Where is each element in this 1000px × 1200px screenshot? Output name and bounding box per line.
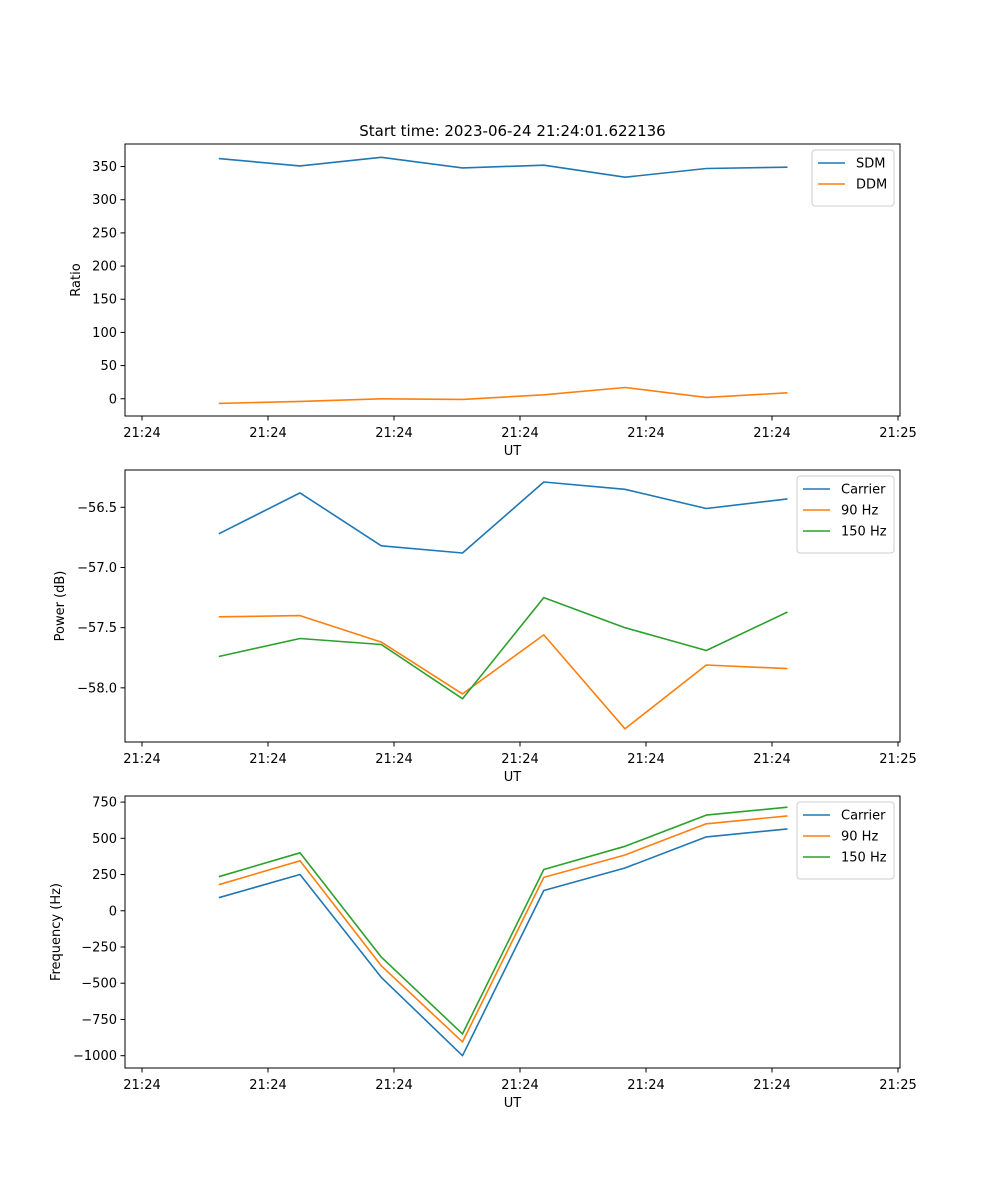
legend-box — [811, 149, 895, 207]
x-tick-label: 21:24 — [627, 1078, 664, 1093]
x-tick-label: 21:24 — [249, 752, 286, 767]
x-axis-label: UT — [504, 770, 522, 785]
y-tick-label: 300 — [92, 193, 117, 208]
x-tick-label: 21:24 — [123, 752, 160, 767]
x-tick-label: 21:24 — [753, 752, 790, 767]
x-tick-label: 21:24 — [753, 426, 790, 441]
x-tick-label: 21:25 — [879, 426, 916, 441]
legend-label: DDM — [856, 178, 887, 193]
figure-title: Start time: 2023-06-24 21:24:01.622136 — [359, 122, 665, 140]
y-tick-label: −750 — [81, 1013, 117, 1028]
legend-box — [796, 475, 895, 554]
x-tick-label: 21:24 — [501, 752, 538, 767]
y-axis-label: Frequency (Hz) — [49, 883, 64, 981]
chart-panel-1: 21:24 21:24 21:24 21:24 21:24 21:24 21:25 0 50 10… — [69, 143, 917, 459]
x-tick-label: 21:24 — [627, 426, 664, 441]
x-tick-label: 21:24 — [753, 1078, 790, 1093]
chart-panel-3: 21:24 21:24 21:24 21:24 21:24 21:24 21:25 750 50… — [49, 795, 917, 1111]
y-tick-label: 350 — [92, 160, 117, 175]
series-line-ddm — [218, 386, 788, 405]
legend-label: 150 Hz — [841, 525, 887, 540]
legend-box — [796, 801, 895, 880]
legend-label: SDM — [856, 157, 885, 172]
axes-frame — [124, 795, 901, 1069]
x-tick-label: 21:24 — [249, 426, 286, 441]
axes-frame — [124, 143, 901, 417]
x-axis-label: UT — [504, 444, 522, 459]
series-line-150-hz — [218, 596, 788, 700]
x-tick-label: 21:25 — [879, 1078, 916, 1093]
x-tick-label: 21:24 — [123, 426, 160, 441]
x-axis-label: UT — [504, 1096, 522, 1111]
axes-frame — [124, 469, 901, 743]
y-tick-label: 50 — [100, 359, 117, 374]
y-tick-label: 250 — [92, 226, 117, 241]
legend: SDM DDM — [811, 149, 895, 207]
series-line-carrier — [218, 828, 788, 1057]
chart-panel-2: 21:24 21:24 21:24 21:24 21:24 21:24 21:25 −56.5… — [53, 469, 917, 785]
y-axis-label: Power (dB) — [53, 571, 68, 642]
legend: Carrier 90 Hz 150 Hz — [796, 801, 895, 880]
y-axis-label: Ratio — [69, 263, 84, 296]
x-tick-label: 21:24 — [627, 752, 664, 767]
series-line-90-hz — [218, 815, 788, 1043]
series-line-90-hz — [218, 614, 788, 730]
x-tick-label: 21:24 — [375, 426, 412, 441]
legend-label: 90 Hz — [841, 830, 878, 845]
y-tick-label: 250 — [92, 868, 117, 883]
x-tick-label: 21:24 — [375, 1078, 412, 1093]
x-tick-label: 21:24 — [123, 1078, 160, 1093]
x-tick-label: 21:24 — [501, 1078, 538, 1093]
y-tick-label: −57.5 — [77, 621, 117, 636]
y-tick-label: −56.5 — [77, 501, 117, 516]
y-tick-label: 500 — [92, 832, 117, 847]
y-tick-label: −500 — [81, 977, 117, 992]
y-tick-label: 0 — [109, 904, 117, 919]
x-tick-label: 21:24 — [501, 426, 538, 441]
legend-label: 150 Hz — [841, 851, 887, 866]
x-tick-label: 21:25 — [879, 752, 916, 767]
legend-label: Carrier — [841, 483, 886, 498]
legend: Carrier 90 Hz 150 Hz — [796, 475, 895, 554]
y-tick-label: 100 — [92, 326, 117, 341]
legend-label: 90 Hz — [841, 504, 878, 519]
series-line-carrier — [218, 481, 788, 554]
series-line-150-hz — [218, 806, 788, 1035]
series-line-sdm — [218, 156, 788, 178]
legend-label: Carrier — [841, 809, 886, 824]
y-tick-label: −58.0 — [77, 681, 117, 696]
y-tick-label: −250 — [81, 940, 117, 955]
x-tick-label: 21:24 — [249, 1078, 286, 1093]
y-tick-label: 0 — [109, 392, 117, 407]
y-tick-label: 150 — [92, 293, 117, 308]
y-tick-label: 200 — [92, 260, 117, 275]
y-tick-label: 750 — [92, 796, 117, 811]
y-tick-label: −57.0 — [77, 561, 117, 576]
y-tick-label: −1000 — [73, 1049, 117, 1064]
x-tick-label: 21:24 — [375, 752, 412, 767]
